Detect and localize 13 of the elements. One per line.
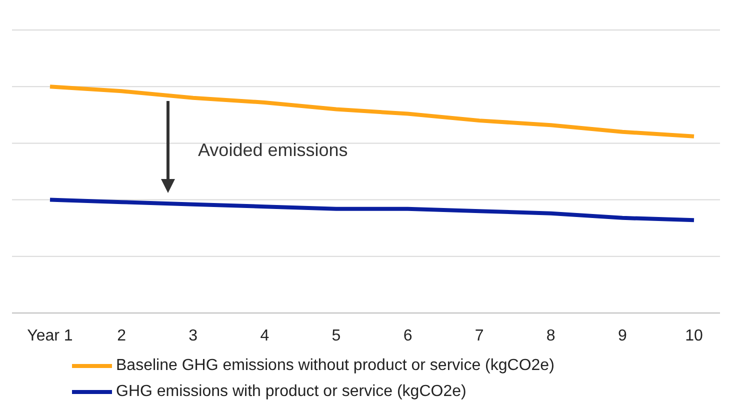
x-tick-label: 4	[260, 327, 270, 344]
x-tick-label: Year 1	[27, 327, 73, 344]
legend-label: GHG emissions with product or service (kgCO2e)	[116, 382, 466, 402]
x-tick-label: 5	[332, 327, 341, 344]
x-tick-label: 2	[117, 327, 126, 344]
x-tick-label: 9	[618, 327, 627, 344]
x-tick-label: 7	[474, 327, 484, 344]
legend-label: Baseline GHG emissions without product or service (kgCO2e)	[116, 356, 554, 376]
annotation: Avoided emissions	[198, 140, 348, 161]
x-tick-label: 3	[188, 327, 198, 344]
x-tick-label: 10	[685, 327, 703, 344]
x-tick-label: 6	[403, 327, 412, 344]
x-tick-label: 8	[546, 327, 556, 344]
